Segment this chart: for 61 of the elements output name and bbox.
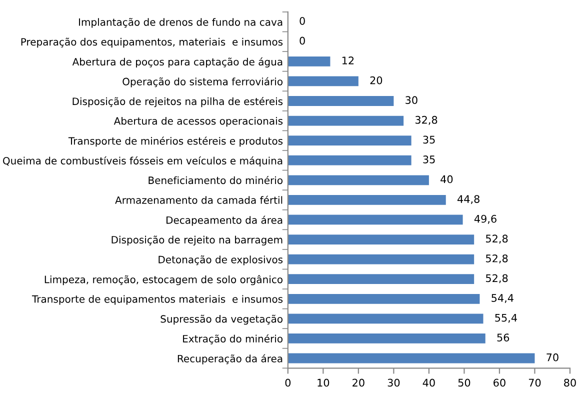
y-tick-label: Abertura de poços para captação de água [72, 57, 282, 68]
y-tick-label: Disposição de rejeitos na pilha de estéreis [72, 96, 283, 108]
y-tick-label: Recuperação da área [178, 354, 282, 364]
x-tick-label: 0 [285, 378, 291, 387]
y-tick-label: Beneficiamento do minério [148, 176, 283, 184]
y-tick-label: Detonação de explosivos [158, 255, 283, 266]
bar [288, 314, 484, 324]
x-tick-label: 10 [318, 378, 330, 387]
data-label: 0 [300, 16, 305, 25]
y-tick-label: Transporte de minérios estéreis e produtos [68, 136, 283, 147]
data-label: 35 [423, 156, 435, 164]
y-tick-label: Operação do sistema ferroviário [122, 77, 282, 88]
y-tick-label: Disposição de rejeito na barragem [112, 236, 282, 246]
data-label: 70 [546, 353, 558, 362]
bar [288, 116, 404, 126]
bar [288, 56, 330, 66]
bar [288, 353, 535, 364]
x-tick-label: 80 [564, 378, 576, 387]
data-label: 12 [342, 56, 354, 64]
data-label: 54,4 [492, 294, 514, 303]
bar [288, 194, 446, 205]
y-tick-label: Supressão da vegetação [160, 314, 282, 325]
data-label: 44,8 [457, 195, 480, 204]
data-label: 30 [406, 96, 418, 104]
y-tick-label: Transporte de equipamentos materiais e insumos [32, 295, 283, 305]
data-label: 52,8 [486, 234, 508, 244]
data-label: 0 [300, 36, 305, 45]
x-tick-label: 70 [528, 378, 541, 387]
data-label: 20 [370, 76, 382, 84]
y-tick-label: Preparação dos equipamentos, materiais e insumos [21, 38, 283, 48]
y-tick-label: Decapeamento da área [166, 216, 282, 226]
bar [288, 175, 429, 186]
bar [288, 96, 394, 106]
bar [288, 274, 474, 284]
y-tick-label: Extração do minério [183, 334, 283, 344]
bar [288, 234, 474, 244]
x-tick-label: 60 [494, 378, 506, 387]
x-tick-label: 20 [352, 378, 364, 387]
bar [288, 155, 412, 166]
data-label: 55,4 [495, 314, 517, 323]
y-tick-label: Queima de combustíveis fósseis em veículos e máquina [3, 156, 282, 166]
data-label: 35 [423, 136, 435, 144]
y-tick-label: Implantação de drenos de fundo na cava [79, 18, 282, 28]
x-tick-label: 30 [388, 378, 400, 387]
bar [288, 214, 463, 225]
bar [288, 254, 474, 264]
bar [288, 294, 480, 304]
x-tick-label: 50 [458, 378, 470, 387]
data-label: 40 [440, 175, 453, 184]
y-tick-label: Armazenamento da camada fértil [115, 196, 282, 204]
bar [288, 136, 412, 146]
data-label: 32,8 [415, 116, 438, 125]
y-tick-label: Abertura de acessos operacionais [114, 116, 283, 127]
y-tick-label: Limpeza, remoção, estocagem de solo orgânico [44, 275, 282, 286]
bar [288, 334, 486, 344]
bar [288, 76, 358, 86]
data-label: 49,6 [474, 214, 496, 224]
x-tick-label: 40 [422, 378, 435, 387]
data-label: 52,8 [486, 254, 508, 264]
data-label: 56 [497, 334, 510, 342]
data-label: 52,8 [486, 274, 508, 284]
